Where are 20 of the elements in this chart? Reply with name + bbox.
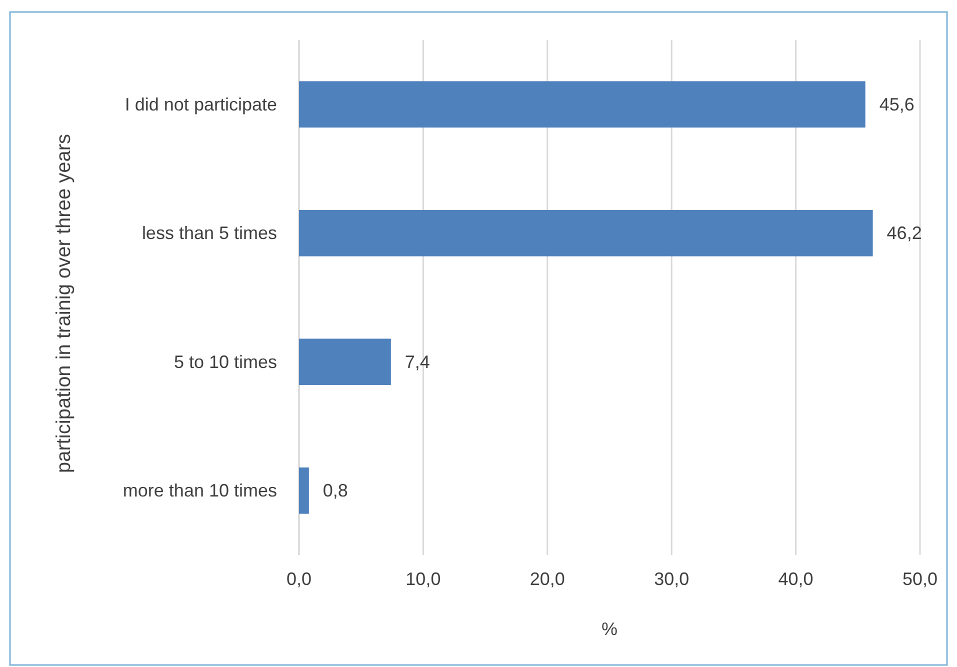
- bar: [299, 338, 391, 386]
- y-tick-label: I did not participate: [124, 94, 277, 114]
- data-label: 45,6: [879, 94, 914, 114]
- x-tick-label: 0,0: [286, 569, 312, 589]
- bar: [299, 467, 309, 514]
- bar: [299, 81, 866, 128]
- data-label: 46,2: [886, 223, 922, 244]
- data-label: 0,8: [322, 480, 348, 501]
- y-tick-label: less than 5 times: [142, 223, 277, 244]
- x-tick-label: 30,0: [654, 569, 690, 589]
- y-tick-label: more than 10 times: [122, 480, 277, 501]
- bar: [299, 210, 873, 256]
- y-tick-label: 5 to 10 times: [174, 352, 277, 372]
- x-tick-label: 50,0: [902, 569, 938, 589]
- x-tick-label: 20,0: [530, 569, 565, 589]
- data-label: 7,4: [404, 352, 430, 372]
- y-axis-title: participation in trainig over three years: [53, 134, 75, 474]
- x-tick-label: 40,0: [778, 569, 814, 589]
- x-tick-label: 10,0: [406, 569, 441, 589]
- x-axis-title: %: [601, 619, 618, 639]
